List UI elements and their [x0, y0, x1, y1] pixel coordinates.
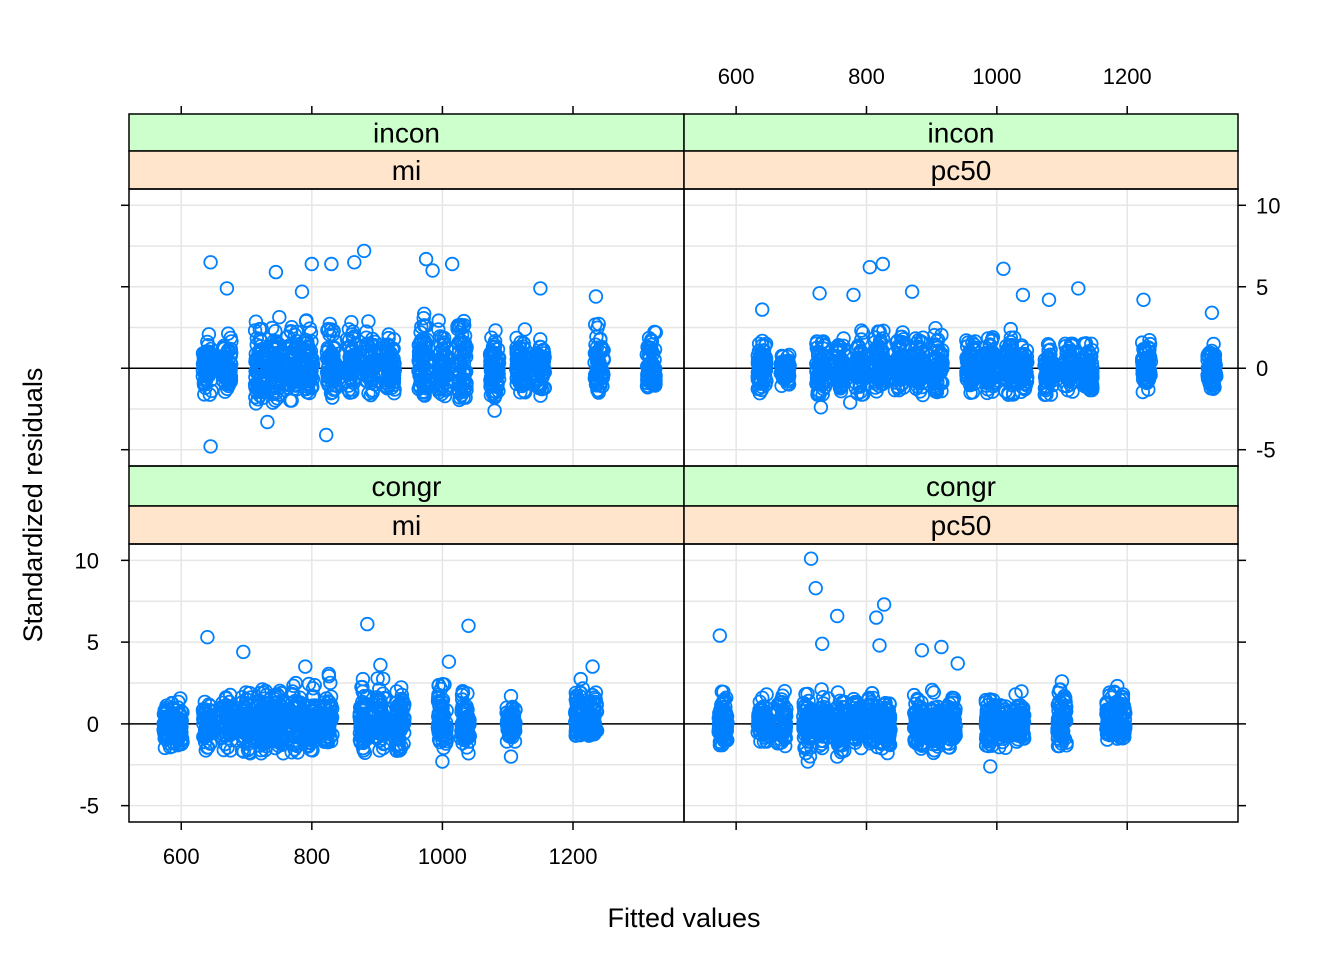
residual-outlier-point [815, 401, 828, 414]
residual-outlier-point [204, 256, 217, 269]
residual-outlier-point [348, 256, 361, 269]
residual-outlier-point [844, 396, 857, 409]
residual-outlier-point [1137, 294, 1150, 307]
residual-outlier-point [325, 258, 338, 271]
residual-outlier-point [877, 258, 890, 271]
residual-outlier-point [221, 282, 234, 295]
residual-outlier-point [1017, 289, 1030, 302]
residual-outlier-point [864, 261, 877, 274]
residual-point [300, 315, 313, 328]
residual-point [519, 323, 532, 336]
residual-outlier-point [590, 290, 603, 303]
residual-outlier-point [270, 266, 283, 279]
residual-outlier-point [261, 416, 274, 429]
residual-outlier-point [237, 646, 250, 659]
residual-outlier-point [299, 660, 312, 673]
residual-outlier-point [997, 263, 1010, 276]
residual-outlier-point [446, 258, 459, 271]
residual-outlier-point [320, 429, 333, 442]
residual-outlier-point [204, 440, 217, 453]
residual-point [273, 311, 286, 324]
residual-outlier-point [505, 750, 518, 763]
residual-outlier-point [1043, 294, 1056, 307]
residual-outlier-point [756, 303, 769, 316]
residual-outlier-point [813, 287, 826, 300]
residual-outlier-point [374, 659, 387, 672]
residual-outlier-point [420, 253, 433, 266]
residual-outlier-point [443, 655, 456, 668]
residual-point [345, 316, 358, 329]
residual-outlier-point [361, 618, 374, 631]
residual-outlier-point [426, 264, 439, 277]
residual-outlier-point [1206, 307, 1219, 320]
residual-outlier-point [847, 289, 860, 302]
residual-outlier-point [586, 660, 599, 673]
residual-outlier-point [488, 404, 501, 417]
residual-point [815, 683, 828, 696]
residual-outlier-point [462, 620, 475, 633]
residual-outlier-point [534, 282, 547, 295]
residual-outlier-point [1072, 282, 1085, 295]
